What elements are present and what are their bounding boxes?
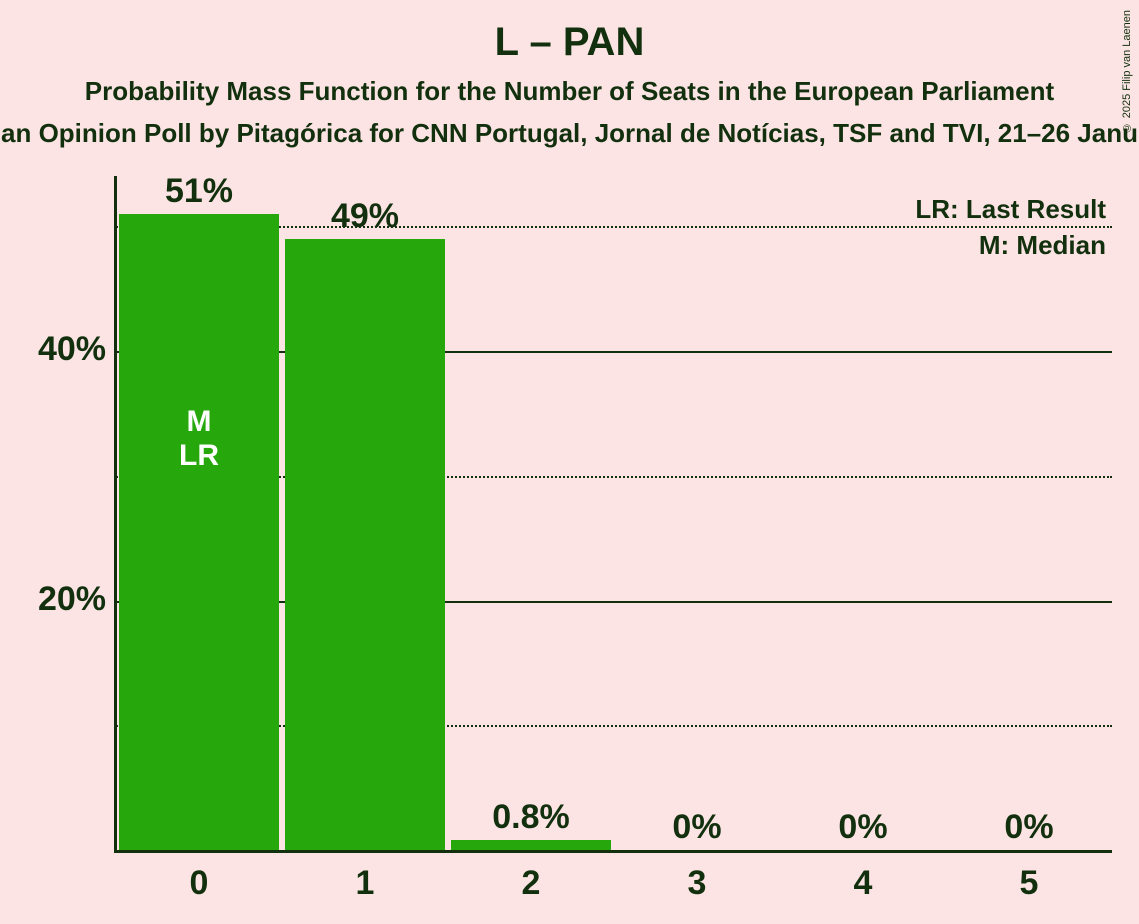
bar-value-label: 0.8%: [451, 798, 611, 837]
y-axis-tick-label: 40%: [6, 330, 106, 369]
x-axis-tick-label: 1: [282, 864, 448, 903]
bar: [119, 214, 279, 850]
chart-subtitle: Probability Mass Function for the Number…: [0, 76, 1139, 107]
legend-median: M: Median: [979, 230, 1106, 261]
chart-title: L – PAN: [0, 20, 1139, 65]
plot-area: 20%40%51%049%10.8%20%30%40%5MLRLR: Last …: [116, 214, 1112, 850]
bar-annotation: MLR: [119, 405, 279, 474]
bar: [285, 239, 445, 850]
legend-last-result: LR: Last Result: [915, 194, 1106, 225]
bar-value-label: 51%: [119, 172, 279, 211]
bar: [451, 840, 611, 850]
x-axis: [114, 850, 1112, 853]
x-axis-tick-label: 3: [614, 864, 780, 903]
bar-value-label: 0%: [783, 808, 943, 847]
x-axis-tick-label: 0: [116, 864, 282, 903]
bar-value-label: 0%: [617, 808, 777, 847]
y-axis: [114, 176, 117, 850]
bar-value-label: 0%: [949, 808, 1109, 847]
chart-source-line: an Opinion Poll by Pitagórica for CNN Po…: [0, 118, 1139, 149]
x-axis-tick-label: 4: [780, 864, 946, 903]
bar-value-label: 49%: [285, 197, 445, 236]
copyright-text: © 2025 Filip van Laenen: [1121, 10, 1133, 133]
y-axis-tick-label: 20%: [6, 580, 106, 619]
x-axis-tick-label: 2: [448, 864, 614, 903]
x-axis-tick-label: 5: [946, 864, 1112, 903]
